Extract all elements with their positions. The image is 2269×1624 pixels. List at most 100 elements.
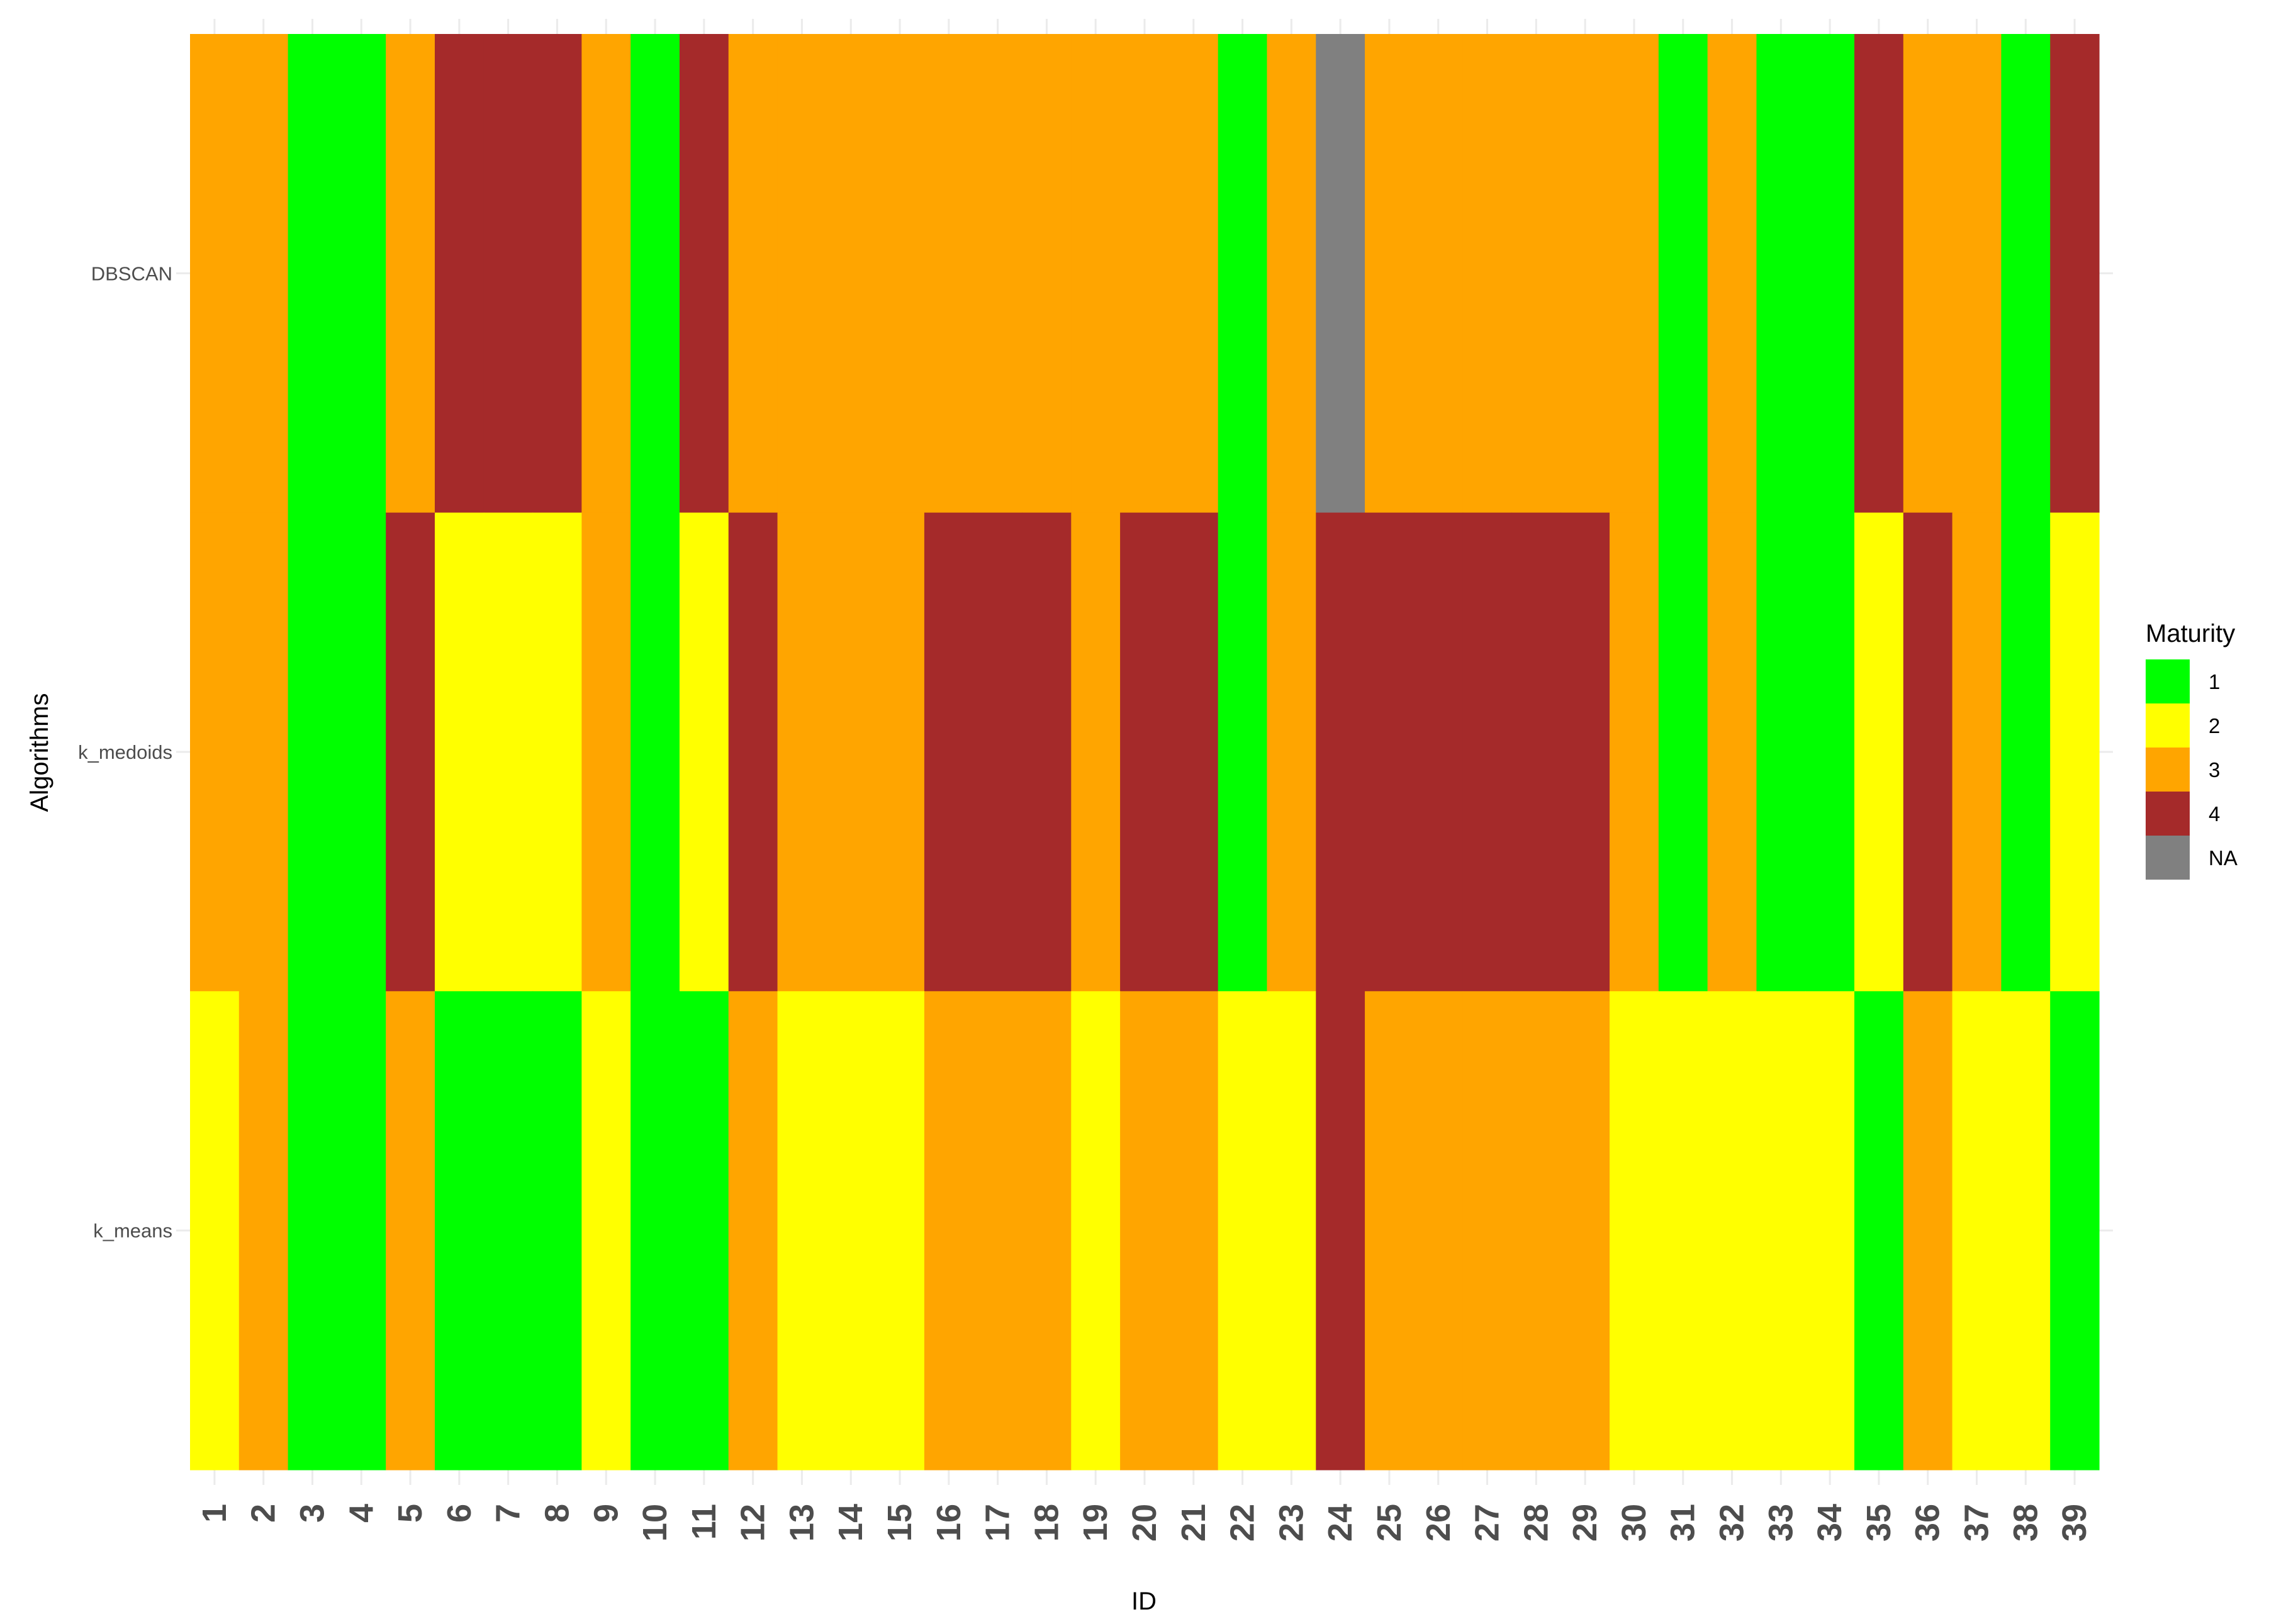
heatmap-cell: [1413, 512, 1464, 992]
x-tick-label: 1: [196, 1504, 233, 1523]
heatmap-cell: [337, 991, 386, 1470]
heatmap-cell: [1365, 34, 1415, 513]
heatmap-cell: [679, 991, 729, 1470]
heatmap-cell: [924, 34, 974, 513]
heatmap-cell: [826, 34, 876, 513]
heatmap-cell: [1022, 34, 1072, 513]
heatmap-cell: [1218, 512, 1268, 992]
heatmap-cell: [1316, 34, 1365, 513]
heatmap-cell: [1610, 991, 1659, 1470]
heatmap-cell: [1854, 991, 1904, 1470]
heatmap-cells: [190, 34, 2100, 1470]
heatmap-cell: [1462, 34, 1513, 513]
legend-label: 1: [2209, 670, 2220, 693]
heatmap-cell: [1805, 512, 1855, 992]
heatmap-cell: [1952, 512, 2002, 992]
x-tick-label: 20: [1126, 1504, 1163, 1542]
heatmap-cell: [679, 512, 729, 992]
heatmap-cell: [1413, 34, 1464, 513]
x-tick-label: 9: [587, 1504, 625, 1523]
x-tick-label: 3: [293, 1504, 331, 1523]
legend-key: [2146, 659, 2190, 703]
heatmap-cell: [1267, 991, 1316, 1470]
heatmap-cell: [581, 34, 631, 513]
heatmap-cell: [581, 512, 631, 992]
x-tick-label: 21: [1175, 1504, 1213, 1542]
heatmap-cell: [1658, 991, 1708, 1470]
legend-key: [2146, 836, 2190, 880]
heatmap-cell: [2050, 512, 2100, 992]
heatmap-cell: [190, 34, 240, 513]
x-tick-label: 30: [1615, 1504, 1653, 1542]
heatmap-cell: [1610, 34, 1659, 513]
x-tick-label: 28: [1517, 1504, 1555, 1542]
x-tick-label: 15: [881, 1504, 919, 1542]
heatmap-cell: [386, 991, 435, 1470]
legend-key: [2146, 703, 2190, 748]
heatmap-cell: [2050, 34, 2100, 513]
heatmap-cell: [581, 991, 631, 1470]
heatmap-cell: [386, 512, 435, 992]
x-tick-label: 11: [685, 1504, 723, 1540]
heatmap-cell: [238, 512, 289, 992]
heatmap-cell: [1903, 512, 1953, 992]
x-tick-label: 24: [1321, 1504, 1359, 1542]
heatmap-cell: [1462, 512, 1513, 992]
x-tick-label: 29: [1566, 1504, 1604, 1542]
heatmap-cell: [1120, 512, 1170, 992]
y-tick-label: k_means: [93, 1220, 172, 1242]
heatmap-cell: [1413, 991, 1464, 1470]
heatmap-cell: [1168, 991, 1219, 1470]
heatmap-cell: [1168, 512, 1219, 992]
heatmap-cell: [1854, 34, 1904, 513]
y-tick-labels: DBSCAN k_medoids k_means: [78, 262, 172, 1241]
x-tick-label: 16: [930, 1504, 968, 1542]
heatmap-cell: [630, 991, 680, 1470]
x-tick-label: 10: [636, 1504, 674, 1542]
heatmap-cell: [1560, 991, 1610, 1470]
heatmap-cell: [1854, 512, 1904, 992]
heatmap-cell: [190, 512, 240, 992]
heatmap-cell: [973, 34, 1023, 513]
heatmap-cell: [630, 512, 680, 992]
heatmap-cell: [1218, 991, 1268, 1470]
heatmap-cell: [1511, 991, 1561, 1470]
x-tick-label: 32: [1713, 1504, 1751, 1542]
heatmap-cell: [337, 34, 386, 513]
legend-items: 1 2 3 4 NA: [2146, 659, 2238, 880]
heatmap-cell: [1511, 512, 1561, 992]
heatmap-cell: [924, 512, 974, 992]
heatmap-cell: [1707, 34, 1757, 513]
heatmap-cell: [1658, 512, 1708, 992]
heatmap-cell: [1805, 991, 1855, 1470]
x-tick-label: 31: [1664, 1504, 1702, 1542]
heatmap-cell: [728, 34, 778, 513]
legend-label: 4: [2209, 802, 2220, 826]
heatmap-cell: [1756, 512, 1806, 992]
heatmap-cell: [777, 512, 827, 992]
x-tick-label: 13: [783, 1504, 821, 1542]
x-tick-label: 26: [1420, 1504, 1457, 1542]
heatmap-cell: [483, 991, 534, 1470]
heatmap-cell: [434, 512, 485, 992]
x-tick-label: 25: [1370, 1504, 1408, 1542]
heatmap-cell: [532, 34, 582, 513]
heatmap-cell: [190, 991, 240, 1470]
heatmap-cell: [1610, 512, 1659, 992]
legend-label: 3: [2209, 758, 2220, 781]
heatmap-cell: [386, 34, 435, 513]
heatmap-cell: [2001, 991, 2051, 1470]
heatmap-cell: [1168, 34, 1219, 513]
heatmap-cell: [532, 512, 582, 992]
heatmap-cell: [728, 991, 778, 1470]
x-tick-label: 35: [1860, 1504, 1898, 1542]
heatmap-cell: [2050, 991, 2100, 1470]
heatmap-cell: [1120, 991, 1170, 1470]
heatmap-cell: [1316, 991, 1365, 1470]
y-axis-title: Algorithms: [26, 693, 53, 812]
legend-label: NA: [2209, 846, 2238, 870]
heatmap-cell: [973, 991, 1023, 1470]
heatmap-cell: [1756, 34, 1806, 513]
x-tick-label: 22: [1224, 1504, 1262, 1542]
